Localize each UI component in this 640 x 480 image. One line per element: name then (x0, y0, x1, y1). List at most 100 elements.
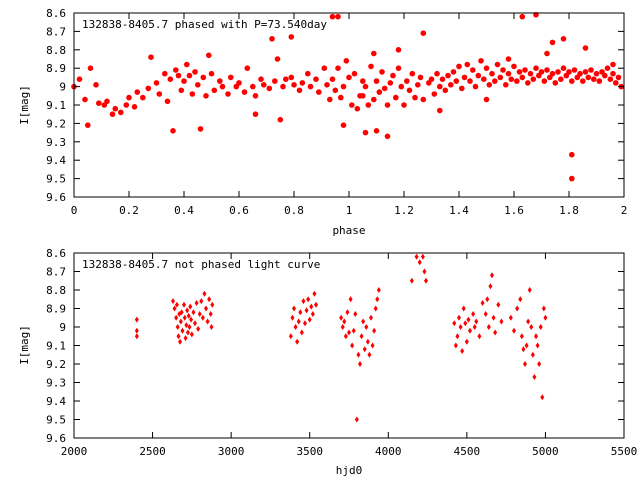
unphased-data-point (453, 342, 458, 349)
phased-data-point (555, 69, 561, 75)
phased-data-point (112, 105, 119, 112)
phased-x-tick-label: 1.6 (504, 204, 524, 217)
unphased-data-point (369, 314, 373, 321)
unphased-y-tick-label: 8.9 (46, 303, 66, 316)
phased-data-point (288, 74, 295, 81)
phased-axes: 0 0.2 0.4 0.6 0.8 1 1.2 1.4 1.6 1.8 2 8.6 8.7 8.8 8.9 9… (46, 7, 627, 217)
phased-data-point (208, 70, 215, 77)
phased-data-point (217, 78, 223, 84)
phased-data-point (250, 83, 256, 90)
unphased-x-tick-label: 3000 (218, 445, 245, 458)
unphased-data-point (208, 311, 213, 318)
unphased-data-point (310, 311, 315, 318)
unphased-data-point (538, 324, 543, 330)
unphased-data-point (134, 327, 139, 334)
unphased-data-point (209, 324, 214, 330)
phased-data-point (459, 85, 465, 92)
unphased-data-point (530, 351, 535, 358)
phased-data-point (569, 151, 575, 158)
phased-data-point (412, 94, 418, 101)
unphased-data-point (356, 351, 361, 358)
phased-data-point (566, 69, 572, 75)
phased-data-point (514, 78, 520, 84)
unphased-data-point (186, 312, 191, 319)
phased-data-point (560, 36, 567, 42)
phased-data-point (415, 82, 421, 88)
unphased-data-point (409, 277, 414, 284)
unphased-data-point (354, 416, 359, 423)
unphased-data-point (373, 305, 378, 312)
unphased-x-tick-label: 3500 (296, 445, 323, 458)
phased-data-point (134, 89, 141, 95)
unphased-data-point (183, 335, 188, 342)
unphased-data-point (304, 307, 309, 314)
phased-data-point (261, 82, 267, 88)
unphased-data-point (461, 305, 466, 312)
unphased-data-point (365, 338, 370, 345)
phased-data-point (475, 72, 482, 79)
phased-data-point (533, 65, 539, 71)
unphased-data-point (348, 296, 353, 303)
phased-data-point (321, 65, 328, 71)
phased-y-tick-label: 9.6 (46, 191, 66, 204)
unphased-data-point (483, 311, 488, 318)
phased-data-point (87, 65, 94, 71)
unphased-data-point (471, 311, 476, 318)
unphased-data-point (359, 333, 364, 340)
phased-data-point (508, 76, 515, 82)
phased-y-tick-label: 9.1 (46, 99, 66, 112)
phased-data-point (610, 70, 616, 77)
phased-data-point (335, 65, 341, 71)
unphased-data-point (537, 361, 542, 367)
phased-data-point (607, 76, 614, 82)
phased-x-tick-label: 1.4 (449, 204, 469, 217)
phased-data-point (558, 76, 564, 82)
phased-data-point (373, 128, 380, 134)
phased-data-point (588, 67, 594, 73)
unphased-data-point (134, 316, 139, 323)
phased-data-point (296, 87, 303, 94)
unphased-data-point (314, 301, 318, 308)
phased-data-point (109, 111, 116, 117)
unphased-data-point (205, 318, 210, 325)
unphased-data-point (490, 272, 494, 279)
phased-data-point (252, 93, 259, 99)
phased-data-point (577, 70, 583, 77)
unphased-data-point (523, 361, 527, 367)
phased-data-point (431, 91, 438, 97)
phased-data-point (241, 89, 248, 95)
phased-data-point (365, 102, 372, 108)
phased-data-point (401, 102, 407, 108)
unphased-y-tick-label: 8.8 (46, 284, 66, 297)
unphased-data-point (345, 309, 350, 316)
phased-data-point (200, 74, 207, 81)
unphased-data-point (362, 346, 367, 353)
phased-data-point (503, 82, 509, 88)
phased-x-axis-label: phase (332, 224, 365, 237)
unphased-data-point (174, 314, 179, 321)
phased-data-point (206, 52, 212, 59)
phased-data-point (497, 74, 504, 81)
phased-data-point (404, 78, 410, 84)
phased-data-point (184, 61, 190, 68)
phased-data-point (464, 61, 471, 68)
phased-data-point (610, 61, 616, 68)
unphased-data-point (535, 342, 540, 349)
unphased-data-point (351, 327, 356, 334)
phased-data-point (571, 67, 578, 73)
phased-data-point (225, 91, 231, 97)
phased-data-point (340, 122, 347, 128)
phased-data-point (299, 80, 306, 86)
unphased-data-point (196, 325, 201, 332)
unphased-data-point (307, 316, 312, 323)
phased-data-point (519, 74, 526, 81)
unphased-data-point (424, 277, 428, 284)
phased-y-tick-label: 9.5 (46, 173, 66, 186)
unphased-data-point (491, 314, 496, 321)
phased-data-point (170, 128, 176, 134)
unphased-data-point (370, 342, 375, 349)
unphased-data-point (184, 322, 189, 329)
unphased-data-point (375, 296, 380, 303)
phased-data-point (593, 70, 600, 77)
unphased-y-tick-label: 8.7 (46, 266, 66, 279)
